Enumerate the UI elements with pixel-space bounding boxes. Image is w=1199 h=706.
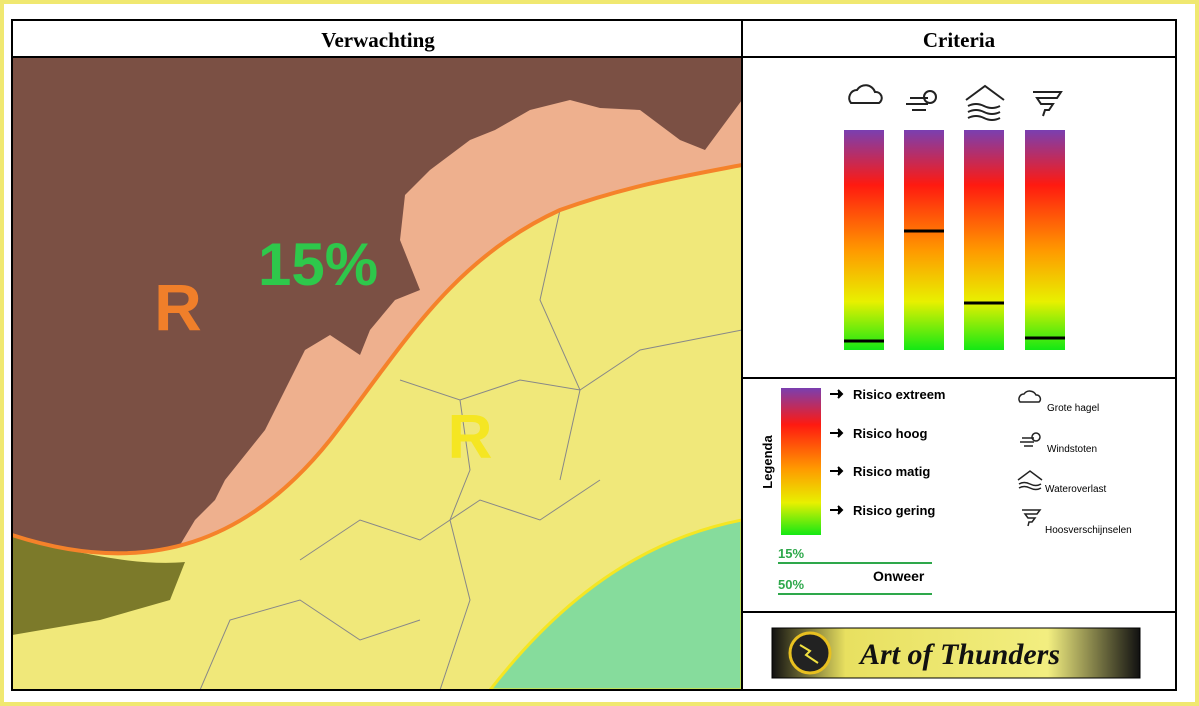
- line-label: 50%: [778, 577, 804, 592]
- borders: [199, 209, 742, 689]
- hazard-icons: [848, 84, 1063, 121]
- logo-banner: [771, 627, 1141, 679]
- risk-bar: [904, 130, 944, 350]
- risk-bar: [1025, 130, 1065, 350]
- line-title: Onweer: [873, 568, 925, 584]
- header-title: Verwachting: [321, 28, 435, 52]
- hazard-label: Wateroverlast: [1045, 484, 1107, 495]
- header-title: Criteria: [923, 28, 996, 52]
- legend-level: Risico extreem: [853, 387, 946, 402]
- legend-arrows: [830, 389, 844, 515]
- low-risk-area: [488, 518, 742, 689]
- risk-label: R: [448, 403, 493, 472]
- risk-bar: [964, 130, 1004, 350]
- legend-bar: [781, 388, 821, 535]
- hazard-label: Hoosverschijnselen: [1045, 525, 1132, 536]
- hazard-label: Grote hagel: [1047, 403, 1099, 414]
- legend-icons: [1017, 390, 1043, 527]
- risk-bar: [844, 130, 884, 350]
- risk-label: R: [154, 270, 202, 344]
- legend-level: Risico hoog: [853, 426, 927, 441]
- legend-level: Risico gering: [853, 503, 935, 518]
- line-label: 15%: [778, 546, 804, 561]
- logo: Art of Thunders: [771, 627, 1141, 679]
- dividers: [12, 20, 1176, 690]
- criteria: [844, 84, 1065, 350]
- probability-label: 15%: [258, 231, 378, 298]
- risk-markers: [844, 229, 1065, 343]
- legend: Legenda Risico extreem Risico hoog Risic…: [760, 387, 1132, 595]
- legend-level: Risico matig: [853, 464, 930, 479]
- risk-contour: [13, 163, 742, 556]
- legend-title: Legenda: [760, 435, 775, 489]
- logo-emblem: [788, 631, 832, 675]
- risk-sea: [13, 535, 185, 635]
- risk-area: [13, 165, 742, 689]
- logo-text: Art of Thunders: [858, 638, 1060, 671]
- hazard-label: Windstoten: [1047, 444, 1097, 455]
- map: R 15% R: [13, 58, 742, 689]
